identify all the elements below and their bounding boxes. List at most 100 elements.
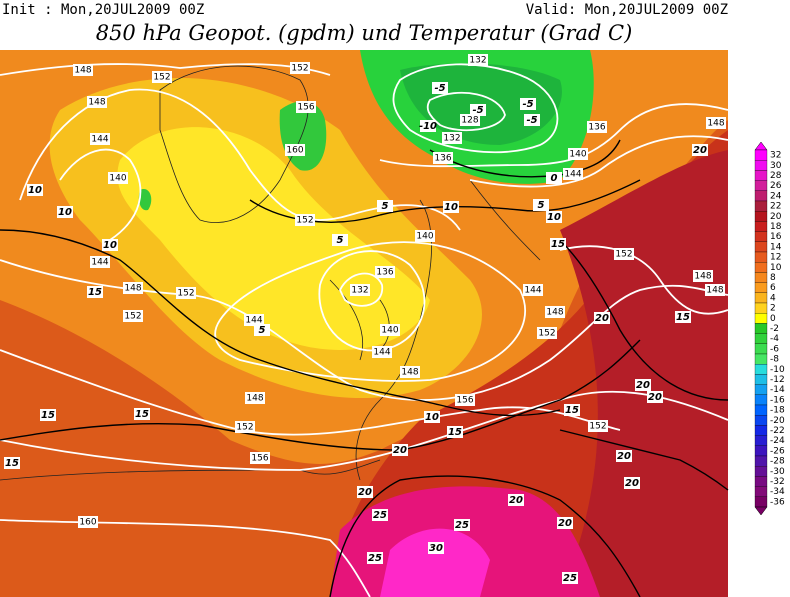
geopotential-label: 140 — [569, 150, 586, 160]
temperature-label-box — [508, 494, 524, 506]
temperature-label-box — [520, 98, 536, 110]
colorbar-top-arrow — [754, 141, 768, 151]
temperature-label: 0 — [551, 173, 558, 184]
geopotential-label: 144 — [373, 348, 390, 358]
temperature-label: 10 — [103, 240, 117, 251]
colorbar-swatch — [754, 241, 768, 253]
temperature-label-box — [562, 572, 578, 584]
geopotential-label: 160 — [286, 146, 303, 156]
temperature-label-box — [332, 234, 348, 246]
colorbar-swatch — [754, 190, 768, 202]
geopotential-label: 144 — [91, 258, 108, 268]
colorbar-swatch — [754, 374, 768, 385]
geopotential-label-box — [245, 392, 265, 404]
geopotential-label-box — [568, 148, 588, 160]
colorbar-label: 18 — [770, 222, 782, 232]
temperature-label: 20 — [617, 451, 631, 462]
map-title: 850 hPa Geopot. (gpdm) und Temperatur (G… — [96, 21, 633, 45]
colorbar-label: -16 — [770, 395, 785, 405]
colorbar-label: -10 — [770, 365, 785, 375]
geopotential-label-box — [455, 394, 475, 406]
geopotential-label: 148 — [74, 66, 91, 76]
colorbar-label: -20 — [770, 416, 785, 426]
colorbar-swatch — [754, 404, 768, 416]
geopotential-label: 152 — [124, 312, 141, 322]
temperature-label-box — [692, 144, 708, 156]
temperature-label: 25 — [455, 520, 469, 531]
geopotential-label: 144 — [524, 286, 541, 296]
colorbar-label: -28 — [770, 457, 785, 467]
colorbar-label: 24 — [770, 191, 782, 201]
geopotential-label-box — [152, 71, 172, 83]
geopotential-label-box — [614, 248, 634, 260]
colorbar-swatch — [754, 466, 768, 477]
init-time: Init : Mon,20JUL2009 00Z — [2, 2, 204, 18]
temperature-label: 5 — [337, 235, 344, 246]
geopotential-label-box — [78, 516, 98, 528]
geopotential-label-box — [244, 314, 264, 326]
geopotential-label: 140 — [416, 232, 433, 242]
colorbar-swatch — [754, 455, 768, 467]
temperature-label: -5 — [522, 99, 533, 110]
colorbar-swatch — [754, 211, 768, 222]
temperature-label-box — [367, 552, 383, 564]
geopotential-label: 156 — [251, 454, 268, 464]
colorbar-swatch — [754, 200, 768, 212]
temperature-label-box — [454, 519, 470, 531]
colorbar-swatch — [754, 496, 768, 508]
temperature-label: 25 — [563, 573, 577, 584]
colorbar-swatch — [754, 282, 768, 293]
temperature-label-box — [254, 324, 270, 336]
temperature-label: 10 — [58, 207, 72, 218]
temperature-label: 10 — [444, 202, 458, 213]
colorbar-swatch — [754, 302, 768, 314]
geopotential-label: 152 — [153, 73, 170, 83]
geopotential-label-box — [400, 366, 420, 378]
temperature-label-box — [616, 450, 632, 462]
temperature-label: 10 — [28, 185, 42, 196]
geopotential-label-box — [705, 284, 725, 296]
temperature-label-box — [647, 391, 663, 403]
temperature-label-box — [372, 509, 388, 521]
colorbar-swatch — [754, 160, 768, 171]
temperature-label-box — [675, 311, 691, 323]
colorbar-label: -8 — [770, 355, 779, 365]
temperature-label: -5 — [472, 105, 483, 116]
temperature-label: -10 — [419, 121, 437, 132]
geopotential-label-box — [90, 133, 110, 145]
colorbar-label: -26 — [770, 446, 785, 456]
geopotential-label: 148 — [706, 286, 723, 296]
temperature-label-box — [557, 517, 573, 529]
temperature-label-box — [377, 200, 393, 212]
temperature-label: 20 — [693, 145, 707, 156]
geopotential-label-box — [285, 144, 305, 156]
geopotential-label-box — [537, 327, 557, 339]
colorbar-swatch — [754, 262, 768, 273]
geopotential-label-box — [73, 64, 93, 76]
geopotential-label: 160 — [79, 518, 96, 528]
temperature-label: 20 — [509, 495, 523, 506]
temperature-label-box — [40, 409, 56, 421]
geopotential-label-box — [588, 420, 608, 432]
colorbar-label: 16 — [770, 232, 782, 242]
geopotential-label-box — [380, 324, 400, 336]
temperature-label: 15 — [448, 427, 462, 438]
temperature-label-box — [87, 286, 103, 298]
temperature-label: 10 — [547, 212, 561, 223]
temperature-label: 20 — [636, 380, 650, 391]
temperature-label-box — [524, 114, 540, 126]
temperature-label-box — [357, 486, 373, 498]
geopotential-label: 152 — [615, 250, 632, 260]
temperature-label: 10 — [425, 412, 439, 423]
colorbar-label: 2 — [770, 304, 776, 314]
temperature-label-box — [428, 542, 444, 554]
geopotential-label: 148 — [546, 308, 563, 318]
temperature-label: 5 — [259, 325, 266, 336]
geopotential-label: 140 — [109, 174, 126, 184]
temperature-label: 15 — [5, 458, 19, 469]
colorbar-swatch — [754, 384, 768, 395]
temperature-label: 5 — [538, 200, 545, 211]
temperature-label: 15 — [135, 409, 149, 420]
geopotential-label-box — [295, 214, 315, 226]
